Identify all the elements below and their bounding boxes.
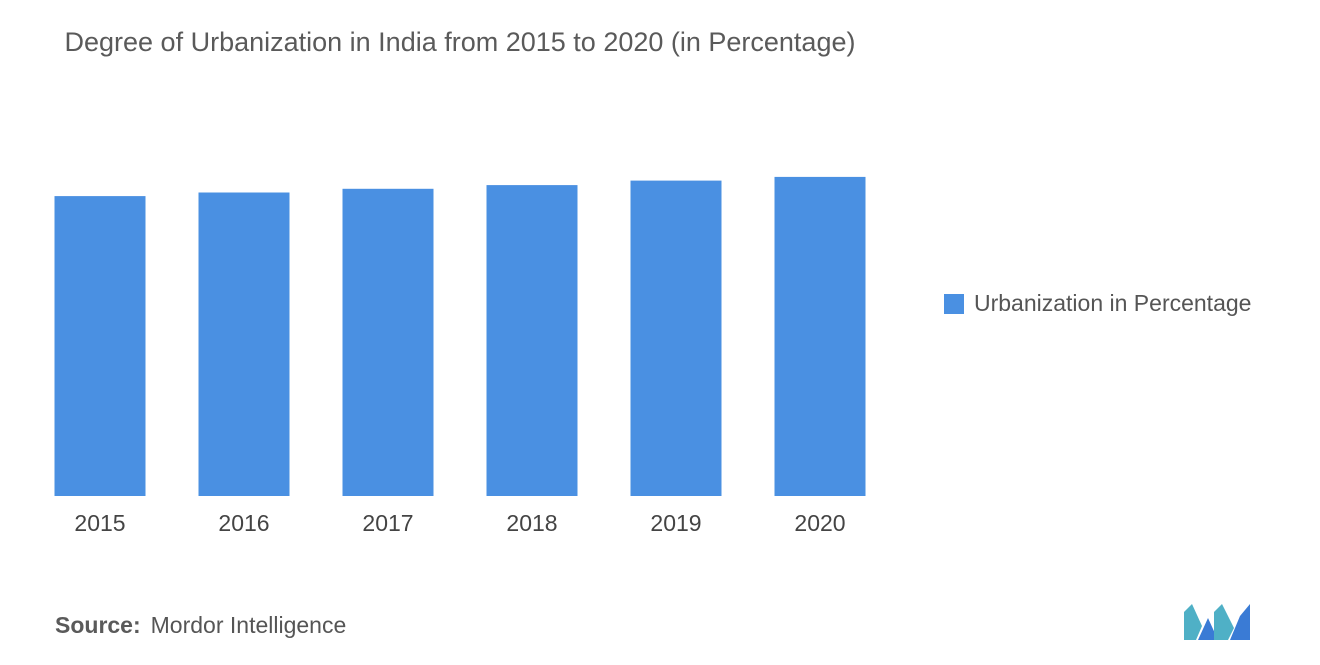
x-tick-label: 2017 [362, 510, 413, 536]
logo-shape-3 [1214, 604, 1234, 640]
x-tick-label: 2018 [506, 510, 557, 536]
source-prefix: Source: [55, 612, 141, 638]
bar-2016 [198, 192, 290, 496]
x-tick-label: 2016 [218, 510, 269, 536]
x-tick-label: 2020 [794, 510, 845, 536]
mordor-intelligence-logo-icon [1184, 604, 1250, 640]
legend: Urbanization in Percentage [944, 290, 1251, 317]
bar-2018 [486, 185, 578, 496]
x-tick-label: 2015 [74, 510, 125, 536]
legend-label: Urbanization in Percentage [974, 290, 1252, 316]
bar-2019 [630, 180, 722, 496]
logo-shape-4 [1230, 604, 1250, 640]
logo-shape-2 [1198, 618, 1218, 640]
chart-title: Degree of Urbanization in India from 201… [64, 27, 856, 57]
source-text: Mordor Intelligence [150, 612, 347, 638]
x-tick-label: 2019 [650, 510, 701, 536]
source-note: Source: Mordor Intelligence [55, 612, 346, 639]
bar-2015 [54, 196, 146, 496]
legend-swatch [944, 293, 964, 314]
bar-2020 [774, 176, 866, 496]
logo-shape-1 [1184, 604, 1202, 640]
bar-2017 [342, 188, 434, 497]
bar-chart: 2015 2016 2017 2018 2019 2020 [54, 176, 866, 536]
